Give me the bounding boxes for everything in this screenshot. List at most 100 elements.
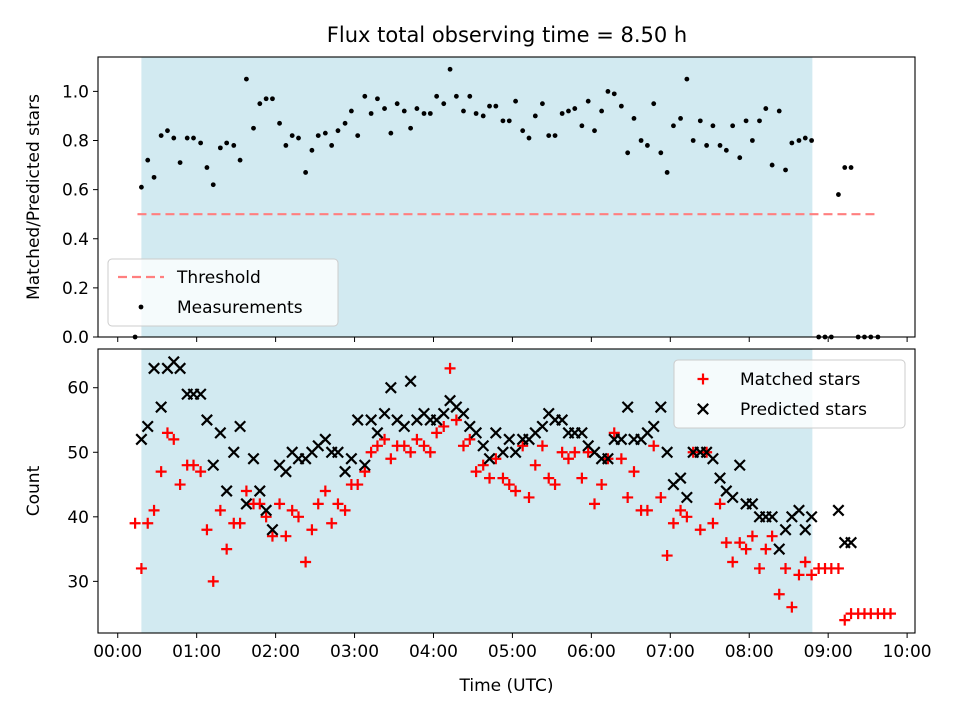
data-point <box>562 453 574 465</box>
data-point <box>453 93 459 99</box>
data-point <box>647 420 660 433</box>
data-point <box>532 113 538 119</box>
data-point <box>707 517 719 529</box>
data-point <box>799 556 811 568</box>
data-point <box>237 157 243 163</box>
data-point <box>148 504 160 516</box>
data-point <box>378 407 391 420</box>
data-point <box>509 446 522 459</box>
data-point <box>207 575 219 587</box>
data-point <box>783 167 788 173</box>
data-point <box>776 108 782 114</box>
y-axis-label: Matched/Predicted stars <box>24 94 44 300</box>
data-point <box>214 426 227 439</box>
data-point <box>786 601 798 613</box>
data-point <box>365 414 378 426</box>
data-point <box>566 108 571 114</box>
data-point <box>706 452 719 465</box>
data-point <box>483 452 496 465</box>
data-point <box>497 472 509 484</box>
data-point <box>283 143 289 148</box>
y-tick-label: 50 <box>67 443 89 463</box>
data-point <box>664 170 670 175</box>
data-point <box>490 453 502 465</box>
data-point <box>543 472 555 484</box>
data-point <box>470 426 483 439</box>
x-tick-label: 07:00 <box>646 642 695 662</box>
data-point <box>645 143 650 148</box>
data-point <box>832 562 844 574</box>
data-point <box>306 524 318 536</box>
data-point <box>733 459 746 472</box>
data-point <box>704 143 710 148</box>
data-point <box>251 125 256 131</box>
data-point <box>461 108 466 114</box>
data-point <box>168 433 180 445</box>
data-point <box>174 479 186 491</box>
data-point <box>142 517 154 529</box>
axes-frame <box>97 56 916 338</box>
data-point <box>622 491 634 503</box>
data-point <box>326 517 338 529</box>
data-point <box>348 108 354 114</box>
data-point <box>513 98 518 104</box>
data-point <box>220 485 233 497</box>
data-point <box>546 133 552 138</box>
data-point <box>631 116 637 121</box>
data-point <box>582 446 594 458</box>
data-point <box>536 420 549 433</box>
data-point <box>151 174 157 180</box>
y-tick-label: 0.4 <box>62 230 89 250</box>
data-point <box>489 426 502 439</box>
data-point <box>441 101 447 107</box>
data-point <box>575 426 588 439</box>
data-point <box>427 111 433 116</box>
data-point <box>477 439 490 452</box>
data-point <box>139 184 144 190</box>
x-tick-label: 09:00 <box>804 642 853 662</box>
data-point <box>743 118 749 124</box>
data-point <box>194 388 207 401</box>
x-tick-label: 06:00 <box>567 642 616 662</box>
data-point <box>224 140 230 146</box>
data-point <box>309 147 315 153</box>
data-point <box>286 504 298 516</box>
data-point <box>654 401 667 414</box>
data-point <box>589 498 601 510</box>
data-point <box>720 537 732 549</box>
data-point <box>714 498 726 510</box>
data-point <box>204 165 210 170</box>
data-point <box>799 523 812 536</box>
data-point <box>529 459 541 471</box>
data-point <box>836 192 841 197</box>
data-point <box>536 440 548 452</box>
data-point <box>773 588 785 600</box>
x-tick-label: 05:00 <box>488 642 537 662</box>
data-point <box>418 440 430 452</box>
data-point <box>421 111 427 116</box>
data-point <box>500 118 506 124</box>
data-point <box>480 113 486 119</box>
data-point <box>615 453 627 465</box>
data-point <box>608 427 620 439</box>
data-point <box>605 88 611 94</box>
data-point <box>467 93 473 99</box>
data-point <box>365 446 377 458</box>
data-point <box>411 433 423 445</box>
data-point <box>746 530 758 542</box>
data-point <box>655 491 667 503</box>
data-point <box>438 420 450 432</box>
data-point <box>342 120 348 126</box>
data-point <box>198 140 204 146</box>
legend-predicted-swatch <box>697 403 709 415</box>
data-point <box>177 160 183 166</box>
data-point <box>740 543 752 555</box>
data-point <box>780 562 792 574</box>
data-point <box>641 504 653 516</box>
data-point <box>697 118 703 124</box>
data-point <box>667 517 679 529</box>
data-point <box>335 128 341 134</box>
data-point <box>345 452 358 465</box>
data-point <box>279 465 292 478</box>
data-point <box>658 150 664 156</box>
